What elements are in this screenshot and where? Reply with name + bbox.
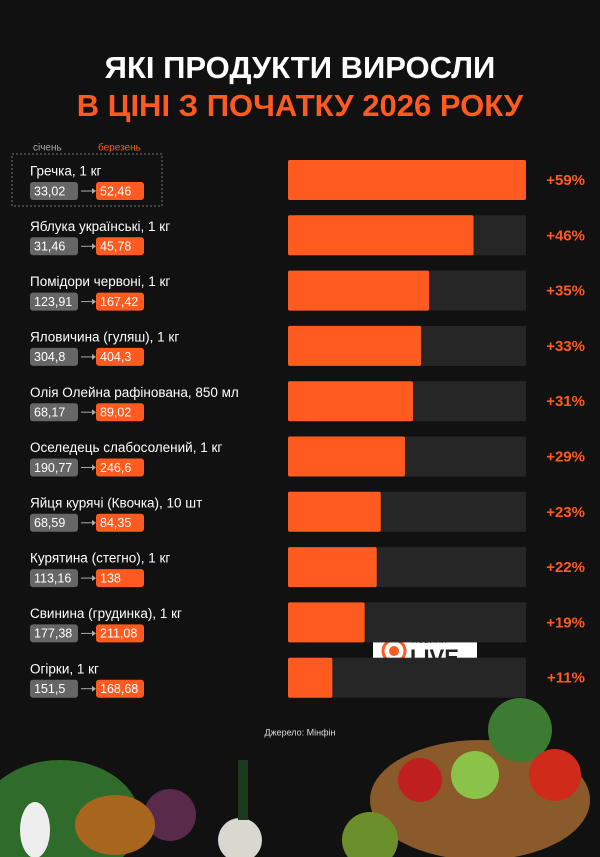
bar xyxy=(288,491,381,532)
jan-box xyxy=(30,347,78,366)
cauliflower xyxy=(218,818,262,857)
arrow-head xyxy=(92,243,96,250)
product-name: Олія Олейна рафінована, 850 мл xyxy=(30,385,239,400)
value-label: +22% xyxy=(546,559,585,576)
jan-price: 33,02 xyxy=(34,184,65,198)
arrow-head xyxy=(92,188,96,194)
arrow-head xyxy=(92,575,96,582)
jan-box xyxy=(30,679,78,698)
legend-mar: березень xyxy=(98,142,141,154)
mar-box xyxy=(96,458,144,477)
mar-price: 138 xyxy=(100,571,121,585)
arrow-head xyxy=(92,685,96,692)
jan-box xyxy=(30,182,78,200)
wine xyxy=(238,760,248,820)
mar-price: 168,68 xyxy=(100,682,138,696)
bar xyxy=(288,657,333,698)
jan-price: 304,8 xyxy=(34,350,65,364)
product-name: Яблука українські, 1 кг xyxy=(30,219,170,234)
jan-box xyxy=(30,458,78,477)
mar-box xyxy=(96,292,144,311)
mar-price: 211,08 xyxy=(100,627,137,641)
product-name: Помідори червоні, 1 кг xyxy=(30,274,170,289)
mar-box xyxy=(96,679,144,698)
value-label: +59% xyxy=(546,172,585,189)
mar-price: 84,35 xyxy=(100,516,131,530)
jan-price: 177,38 xyxy=(34,627,72,641)
value-label: +46% xyxy=(546,227,585,244)
arrow-head xyxy=(92,464,96,471)
product-name: Гречка, 1 кг xyxy=(30,164,102,179)
bar xyxy=(288,215,474,256)
mar-box xyxy=(96,513,144,532)
bar xyxy=(288,325,422,366)
value-label: +19% xyxy=(546,614,585,631)
jan-price: 68,17 xyxy=(34,405,65,419)
bar xyxy=(288,270,430,311)
grapes xyxy=(144,789,196,841)
source: Джерело: Мінфін xyxy=(264,727,335,737)
product-name: Курятина (стегно), 1 кг xyxy=(30,551,170,566)
mar-price: 404,3 xyxy=(100,350,131,364)
arrow-head xyxy=(92,353,96,360)
leaves xyxy=(342,812,398,857)
jan-box xyxy=(30,624,78,643)
jan-price: 190,77 xyxy=(34,461,72,475)
bar xyxy=(288,436,405,477)
mar-box xyxy=(96,569,144,588)
pepper xyxy=(529,749,581,801)
product-name: Оселедець слабосолений, 1 кг xyxy=(30,440,222,455)
product-name: Огірки, 1 кг xyxy=(30,661,99,676)
jan-price: 31,46 xyxy=(34,240,65,254)
bar xyxy=(288,547,377,588)
mar-box xyxy=(96,403,144,422)
arrow-head xyxy=(92,298,96,305)
mar-box xyxy=(96,237,144,256)
jan-box xyxy=(30,237,78,256)
jan-box xyxy=(30,403,78,422)
subtitle: В ЦІНІ З ПОЧАТКУ 2026 РОКУ xyxy=(77,88,524,123)
mar-box xyxy=(96,182,144,200)
product-name: Яйця курячі (Квочка), 10 шт xyxy=(30,495,202,510)
jan-price: 113,16 xyxy=(34,571,71,585)
jan-box xyxy=(30,513,78,532)
bottle xyxy=(20,802,50,857)
logo-dot xyxy=(389,646,399,656)
value-label: +23% xyxy=(546,504,585,521)
produce-decoration xyxy=(0,698,590,857)
arrow-head xyxy=(92,409,96,416)
jan-price: 151,5 xyxy=(34,682,65,696)
value-label: +31% xyxy=(546,393,585,410)
mar-price: 45,78 xyxy=(100,240,131,254)
tomato xyxy=(398,758,442,802)
legend-frame xyxy=(11,153,163,207)
mar-price: 246,6 xyxy=(100,461,131,475)
jan-price: 123,91 xyxy=(34,295,72,309)
mar-box xyxy=(96,347,144,366)
mar-box xyxy=(96,624,144,643)
cabbage xyxy=(451,751,499,799)
value-label: +11% xyxy=(547,670,585,687)
legend-jan: січень xyxy=(33,143,62,154)
broccoli xyxy=(488,698,552,762)
value-label: +33% xyxy=(546,338,585,355)
value-label: +29% xyxy=(546,448,585,465)
mar-price: 167,42 xyxy=(100,295,138,309)
mar-price: 52,46 xyxy=(100,184,131,198)
product-name: Яловичина (гуляш), 1 кг xyxy=(30,329,179,344)
bar xyxy=(288,602,365,643)
bar xyxy=(288,381,414,422)
bar xyxy=(288,160,526,200)
value-label: +35% xyxy=(546,283,585,300)
product-name: Свинина (грудинка), 1 кг xyxy=(30,606,182,621)
arrow-head xyxy=(92,519,96,526)
arrow-head xyxy=(92,630,96,637)
jan-price: 68,59 xyxy=(34,516,65,530)
mar-price: 89,02 xyxy=(100,405,131,419)
jan-box xyxy=(30,569,78,588)
title: ЯКІ ПРОДУКТИ ВИРОСЛИ xyxy=(105,50,496,85)
basket xyxy=(75,795,155,855)
jan-box xyxy=(30,292,78,311)
